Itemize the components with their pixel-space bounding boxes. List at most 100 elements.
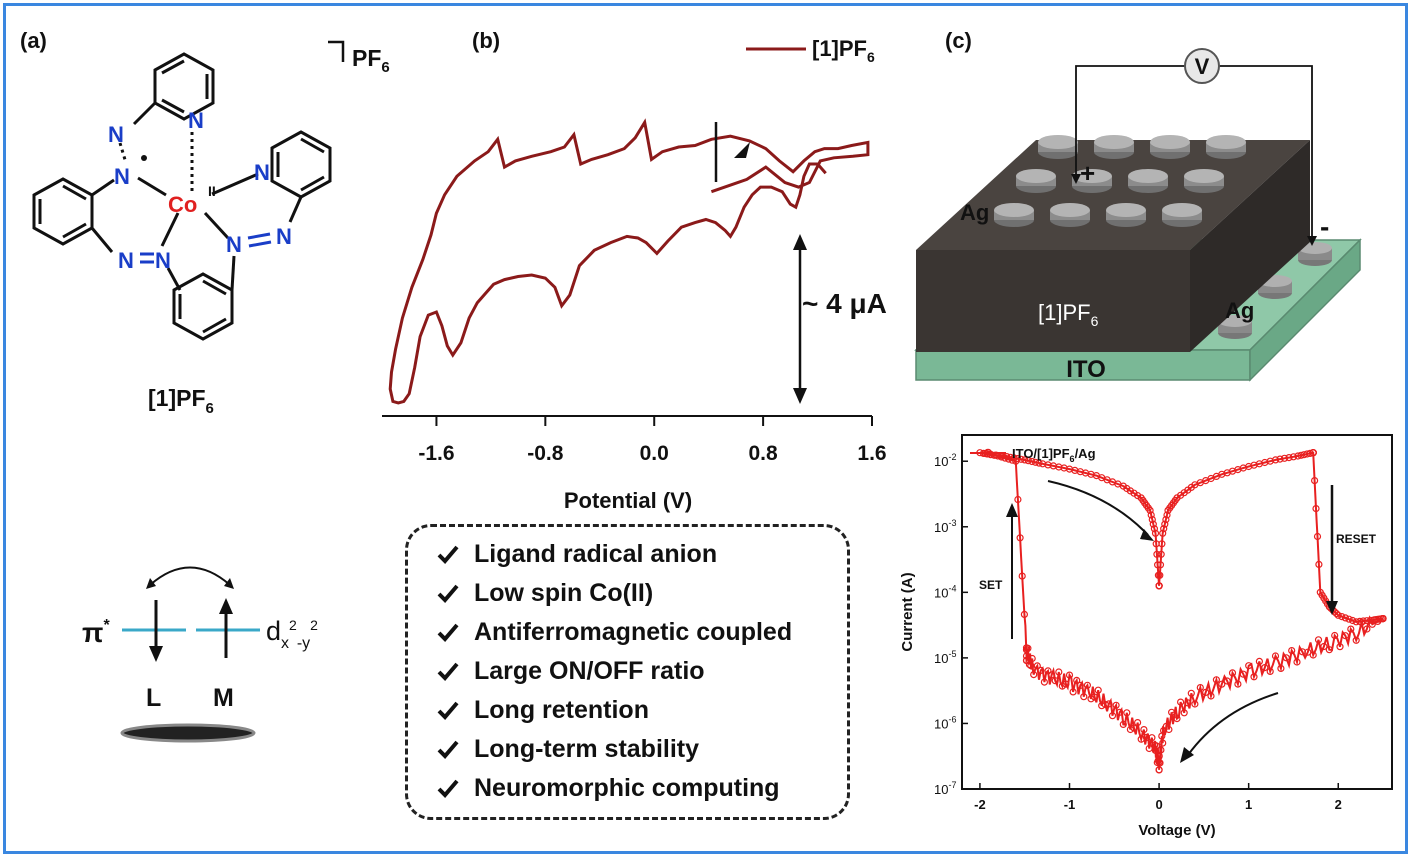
check-item: Large ON/OFF ratio <box>436 654 705 688</box>
iv-data-point <box>1076 681 1084 689</box>
iv-data-point <box>1202 688 1210 696</box>
bond-co-n1 <box>137 176 167 197</box>
iv-data-point <box>1008 456 1016 464</box>
pyridine-ring-top <box>153 52 215 121</box>
iv-data-point <box>1309 651 1317 659</box>
minus-label: - <box>1320 211 1329 242</box>
d-orbital-label: dx2-y2 <box>266 616 318 652</box>
iv-data-point <box>1151 529 1160 537</box>
device-schematic: ITO [1]PF6 Ag Ag V + - <box>914 48 1362 383</box>
iv-data-point <box>1151 741 1159 749</box>
iv-data-point <box>1347 625 1355 633</box>
iv-x-tick-label: 0 <box>1155 797 1162 812</box>
iv-data-point <box>1228 669 1237 677</box>
figure-frame <box>3 3 1408 854</box>
iv-data-point <box>1030 671 1038 679</box>
iv-data-point <box>1123 709 1131 717</box>
panel-c-label: (c) <box>945 28 972 53</box>
iv-data-point <box>1155 766 1163 774</box>
azo-bond-2 <box>247 232 271 240</box>
iv-y-tick-label: 10-4 <box>934 583 956 600</box>
iv-data-point <box>1126 725 1134 734</box>
iv-data-point <box>1022 652 1031 660</box>
bond-7 <box>230 255 236 291</box>
iv-data-point <box>1239 670 1247 678</box>
film-label: [1]PF6 <box>1038 300 1099 329</box>
atom-n5: N <box>118 248 134 273</box>
electrode-top <box>1128 169 1168 183</box>
iv-data-point <box>1280 454 1289 462</box>
pi-star-label: π* <box>82 617 110 648</box>
electrode-top <box>1072 169 1112 183</box>
checkmark-icon <box>437 662 459 681</box>
scale-bar-top-arrow <box>793 234 807 250</box>
iv-x-tick-label: -1 <box>1064 797 1076 812</box>
iv-data-point <box>1250 673 1258 681</box>
iv-data-point <box>1098 702 1106 710</box>
iv-data-point <box>1058 682 1066 690</box>
spin-down-arrowhead <box>149 646 163 662</box>
iv-data-point <box>1159 739 1167 747</box>
atom-n1: N <box>108 122 124 147</box>
iv-data-point <box>1021 456 1029 464</box>
cv-x-axis-label: Potential (V) <box>564 488 692 513</box>
iv-data-point <box>1341 614 1349 622</box>
scale-bar-bottom-arrow <box>793 388 807 404</box>
check-item-text: Long retention <box>474 695 649 724</box>
bond-co-n2 <box>211 172 259 196</box>
bond-1 <box>132 101 157 126</box>
iv-data-point <box>1146 506 1154 515</box>
cv-legend-label: [1]PF6 <box>812 36 875 65</box>
iv-data-point <box>1325 646 1333 654</box>
iv-data-point <box>1126 487 1134 495</box>
check-item-text: Large ON/OFF ratio <box>474 656 705 685</box>
iv-data-point <box>1022 656 1031 664</box>
check-item: Long retention <box>436 693 649 727</box>
radical-dot <box>141 155 147 161</box>
ligand-label: L <box>146 684 161 712</box>
cv-x-tick-label: -0.8 <box>527 442 564 465</box>
iv-data-point <box>1153 758 1161 767</box>
voltmeter-icon <box>1184 48 1220 84</box>
iv-data-point <box>1289 453 1298 461</box>
iv-data-point <box>1162 515 1170 524</box>
iv-y-tick-label: 10-2 <box>934 452 956 469</box>
iv-data-point <box>1345 615 1353 623</box>
film-front-face <box>916 250 1190 352</box>
iv-data-point <box>1282 654 1290 662</box>
bond-6 <box>166 267 182 291</box>
atom-n7: N <box>226 232 242 257</box>
checkmark-icon <box>437 779 459 798</box>
iv-data-point <box>1212 676 1220 684</box>
iv-data-point <box>1157 550 1165 558</box>
iv-data-point <box>1158 540 1166 548</box>
iv-data-point <box>1112 701 1120 709</box>
iv-data-point <box>1184 699 1192 707</box>
iv-data-point <box>1134 719 1142 727</box>
cv-trace <box>388 118 870 405</box>
atom-n6: N <box>155 248 171 273</box>
iv-arrow-forward <box>1047 480 1149 536</box>
iv-data-point <box>1368 620 1376 628</box>
iv-x-tick-label: 1 <box>1245 797 1252 812</box>
iv-data-point <box>1091 693 1099 701</box>
iv-data-point <box>1163 511 1171 519</box>
iv-data-point <box>1288 647 1296 655</box>
iv-data-point <box>1012 457 1020 465</box>
iv-data-point <box>1352 618 1360 626</box>
spin-up-arrowhead <box>219 598 233 614</box>
iv-data-point <box>1349 616 1357 625</box>
iv-data-point <box>1207 692 1215 700</box>
iv-arrow-return <box>1187 692 1279 756</box>
electrode-top <box>1184 169 1224 183</box>
wire-positive <box>1075 65 1185 180</box>
iv-data-point <box>1027 662 1035 670</box>
electrode-top <box>1206 135 1246 149</box>
iv-data-point <box>1119 720 1127 728</box>
iv-data-point <box>1320 642 1328 651</box>
film-side-face <box>1190 140 1310 352</box>
electrode-top <box>1094 135 1134 149</box>
electrode-top <box>1050 203 1090 217</box>
benzene-ring-left <box>32 177 94 246</box>
check-item-text: Long-term stability <box>474 734 700 763</box>
